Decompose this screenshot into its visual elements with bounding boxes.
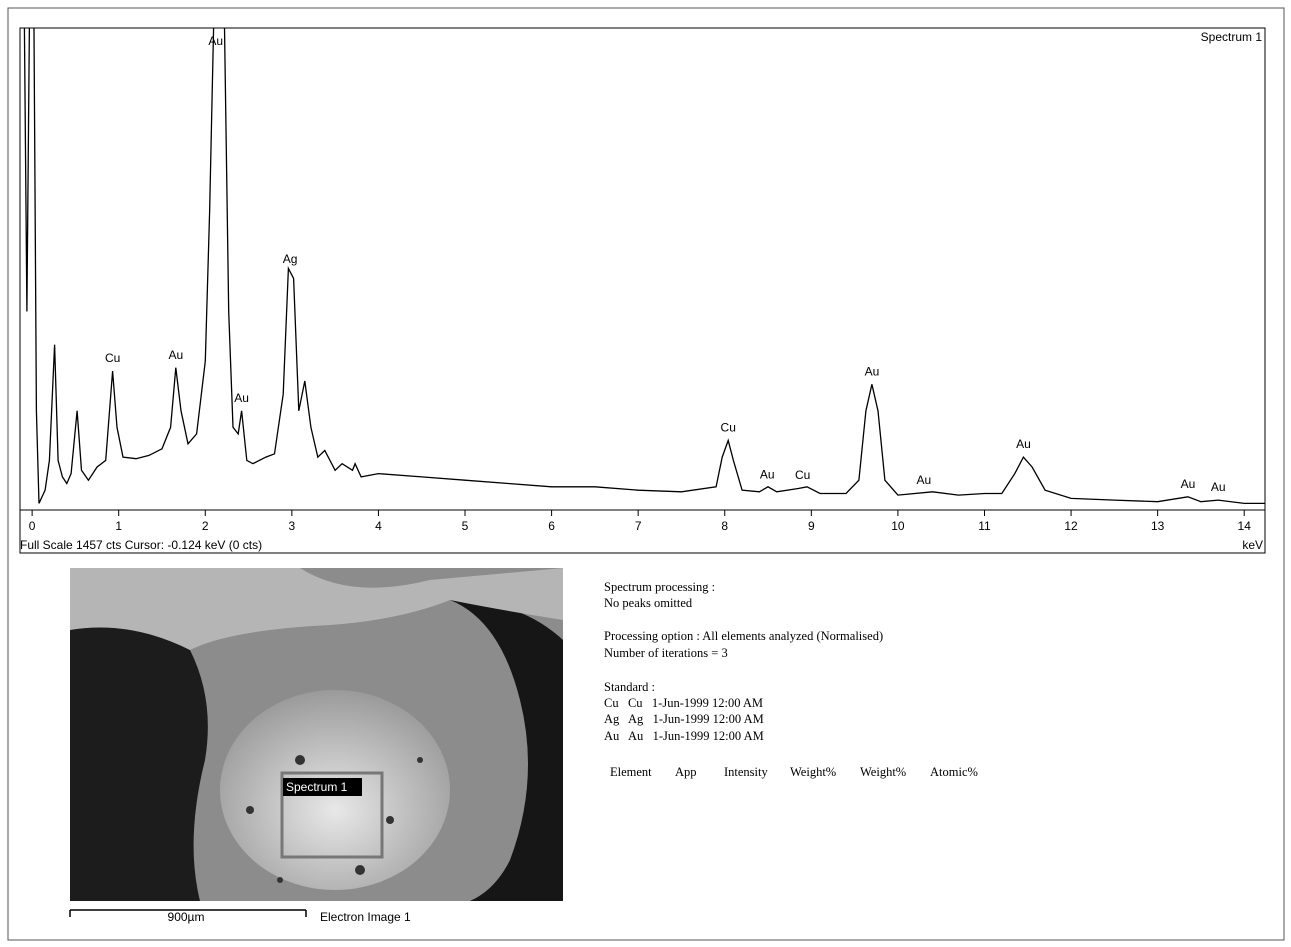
report-line: Cu Cu 1-Jun-1999 12:00 AM [604,696,763,710]
table-header: App [675,765,697,779]
screen: Spectrum 1 Full Scale 1457 cts Cursor: -… [0,0,1291,947]
report-line: Au Au 1-Jun-1999 12:00 AM [604,729,764,743]
spectrum-line [20,14,1265,504]
x-tick-label: 3 [289,519,296,533]
table-header: Element [610,765,652,779]
x-tick-label: 10 [891,519,905,533]
x-tick-label: 11 [978,519,991,533]
chart-title: Spectrum 1 [1201,30,1263,44]
report-line: Ag Ag 1-Jun-1999 12:00 AM [604,712,764,726]
status-text: Full Scale 1457 cts Cursor: -0.124 keV (… [20,538,262,552]
table-header: Intensity [724,765,768,779]
region-label: Spectrum 1 [286,780,348,794]
x-tick-label: 14 [1238,519,1252,533]
x-tick-label: 7 [635,519,642,533]
x-tick-label: 6 [548,519,555,533]
peak-label: Au [917,473,932,487]
peak-label: Cu [721,421,736,435]
x-tick-label: 5 [462,519,469,533]
report-line: Number of iterations = 3 [604,646,728,660]
peak-label: Au [865,364,880,378]
peak-label: Au [760,468,775,482]
report-line: No peaks omitted [604,596,693,610]
x-tick-label: 0 [29,519,36,533]
page: Spectrum 1 Full Scale 1457 cts Cursor: -… [0,0,1291,947]
peak-label: Au [234,391,249,405]
table-header: Atomic% [930,765,978,779]
table-header: Weight% [860,765,906,779]
peak-label: Cu [105,351,120,365]
report-line: Spectrum processing : [604,580,715,594]
report-line: Processing option : All elements analyze… [604,629,883,643]
image-caption: Electron Image 1 [320,910,411,924]
x-tick-label: 12 [1064,519,1078,533]
peak-label: Cu [795,468,810,482]
x-axis-label: keV [1242,538,1263,552]
peak-label: Au [1181,477,1196,491]
peak-label: Au [1211,480,1226,494]
x-tick-label: 1 [115,519,122,533]
scale-bar-label: 900µm [168,910,205,924]
electron-image [70,568,563,901]
x-tick-label: 13 [1151,519,1165,533]
peak-label: Ag [283,252,298,266]
x-tick-label: 9 [808,519,815,533]
x-tick-label: 2 [202,519,209,533]
peak-label: Au [1016,437,1031,451]
table-header: Weight% [790,765,836,779]
peak-label: Au [208,34,223,48]
report-line: Standard : [604,680,655,694]
peak-label: Au [168,348,183,362]
x-tick-label: 8 [721,519,728,533]
x-tick-label: 4 [375,519,382,533]
